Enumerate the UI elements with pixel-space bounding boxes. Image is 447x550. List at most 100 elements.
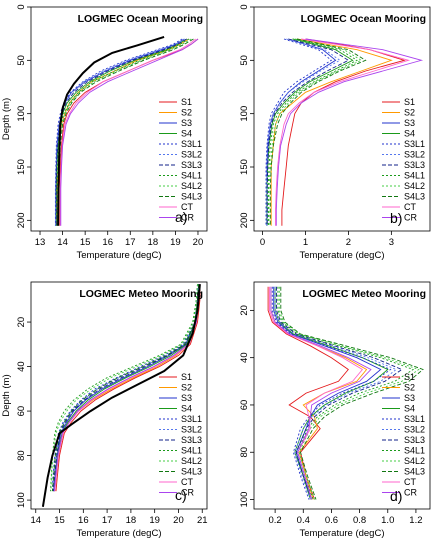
- y-tick-label: 200: [239, 212, 250, 228]
- series-group: [54, 35, 199, 226]
- series-group: [265, 38, 424, 226]
- series-line-s3l2: [266, 38, 341, 226]
- series-line-s4: [266, 38, 354, 226]
- x-tick-label: 15: [80, 237, 91, 248]
- x-tick-label: 16: [78, 515, 89, 526]
- legend-entry-s4l1: S4L1: [181, 446, 202, 456]
- chart-title: LOGMEC Meteo Mooring: [302, 288, 426, 300]
- y-tick-label: 20: [239, 305, 250, 316]
- legend-entry-cr: CR: [404, 488, 417, 498]
- series-line-s3l3: [276, 286, 403, 500]
- y-tick-label: 150: [16, 159, 27, 175]
- legend-entry-ct: CT: [181, 477, 193, 487]
- series-line-s3l3: [52, 284, 200, 492]
- legend-entry-s3l2: S3L2: [181, 425, 202, 435]
- legend-entry-s1: S1: [181, 372, 192, 382]
- series-line-s1: [55, 284, 201, 492]
- legend-entry-s2: S2: [181, 383, 192, 393]
- series-group: [267, 286, 424, 500]
- observed-profile-line: [57, 35, 165, 226]
- series-line-s3l3: [266, 38, 350, 226]
- chart-title: LOGMEC Meteo Mooring: [79, 288, 203, 300]
- x-tick-label: 19: [170, 237, 181, 248]
- y-axis-label: Depth (m): [1, 98, 12, 140]
- series-line-ct: [275, 38, 411, 226]
- series-line-s2: [54, 284, 201, 492]
- series-line-cr: [53, 284, 201, 492]
- legend-entry-s3: S3: [181, 393, 192, 403]
- legend-entry-s4l3: S4L3: [181, 192, 202, 202]
- x-tick-label: 20: [193, 237, 204, 248]
- x-tick-label: 14: [30, 515, 41, 526]
- x-tick-label: 17: [125, 237, 136, 248]
- panel-label: b): [390, 210, 402, 226]
- y-tick-label: 100: [16, 492, 27, 508]
- legend-entry-s3: S3: [181, 118, 192, 128]
- legend-entry-s3l2: S3L2: [181, 150, 202, 160]
- y-tick-label: 0: [16, 4, 27, 9]
- legend-entry-s3l3: S3L3: [404, 435, 425, 445]
- x-tick-label: 21: [197, 515, 208, 526]
- series-line-cr: [275, 38, 424, 226]
- x-axis-label: Temperature (degC): [76, 250, 161, 261]
- plot-frame: [253, 6, 431, 232]
- y-tick-label: 200: [16, 212, 27, 228]
- panel-d: 0.2 0.4 0.6 0.8 1.0 1.2 20 40 60 80 100 Temperature…: [239, 281, 431, 539]
- legend-entry-cr: CR: [181, 213, 194, 223]
- y-tick-label: 60: [16, 406, 27, 417]
- series-line-s3l2: [274, 286, 398, 500]
- x-axis-label: Temperature (degC): [299, 250, 384, 261]
- series-line-s3l1: [271, 286, 392, 500]
- legend-entry-s4: S4: [404, 404, 415, 414]
- series-line-s1: [267, 286, 349, 500]
- series-line-s2: [270, 38, 393, 226]
- series-line-s3l2: [55, 38, 185, 226]
- panel-a: 13 14 15 16 17 18 19 20050100150200Temperature …: [1, 4, 208, 261]
- legend-entry-s1: S1: [181, 97, 192, 107]
- series-line-cr: [60, 38, 199, 226]
- y-tick-label: 40: [239, 352, 250, 363]
- x-tick-label: 18: [126, 515, 137, 526]
- legend-entry-s4l2: S4L2: [404, 181, 425, 191]
- legend-entry-s1: S1: [404, 372, 415, 382]
- legend-entry-ct: CT: [181, 202, 193, 212]
- y-axis-label: Depth (m): [1, 374, 12, 416]
- legend-entry-s4: S4: [181, 129, 192, 139]
- legend-entry-s4l2: S4L2: [181, 456, 202, 466]
- x-tick-label: 15: [54, 515, 65, 526]
- legend-entry-s3l1: S3L1: [404, 139, 425, 149]
- legend-entry-s4l2: S4L2: [181, 181, 202, 191]
- legend-entry-s3l1: S3L1: [404, 414, 425, 424]
- plot-frame: [30, 281, 208, 510]
- x-tick-label: 2: [346, 237, 351, 248]
- y-tick-label: 0: [239, 4, 250, 9]
- panel-b: 0 1 2 3 0 50 100 150 200 Temperature (degC) LOGMEC…: [239, 4, 431, 261]
- legend-entry-s3l3: S3L3: [181, 160, 202, 170]
- legend-entry-s3l2: S3L2: [404, 150, 425, 160]
- y-tick-label: 40: [16, 361, 27, 372]
- series-line-ct: [59, 38, 196, 226]
- x-tick-label: 1.2: [409, 515, 422, 526]
- plot-frame: [253, 281, 431, 510]
- series-line-s1: [58, 38, 199, 226]
- legend-entry-s4: S4: [404, 129, 415, 139]
- series-line-s3l1: [265, 38, 333, 226]
- legend-entry-s1: S1: [404, 97, 415, 107]
- legend-entry-s3: S3: [404, 393, 415, 403]
- series-line-s3l3: [55, 38, 187, 226]
- series-line-s4l1: [56, 38, 190, 226]
- series-line-s3l2: [52, 284, 200, 492]
- panel-label: c): [175, 487, 187, 503]
- y-tick-label: 100: [239, 106, 250, 122]
- legend-entry-s4l3: S4L3: [181, 467, 202, 477]
- series-line-s4l3: [280, 286, 424, 500]
- legend-entry-s3l1: S3L1: [181, 414, 202, 424]
- series-line-s4l3: [57, 38, 194, 226]
- panel-label: d): [390, 488, 402, 504]
- legend-entry-cr: CR: [181, 488, 194, 498]
- panel-label: a): [175, 209, 187, 225]
- y-tick-label: 20: [16, 317, 27, 328]
- x-tick-label: 1.0: [381, 515, 394, 526]
